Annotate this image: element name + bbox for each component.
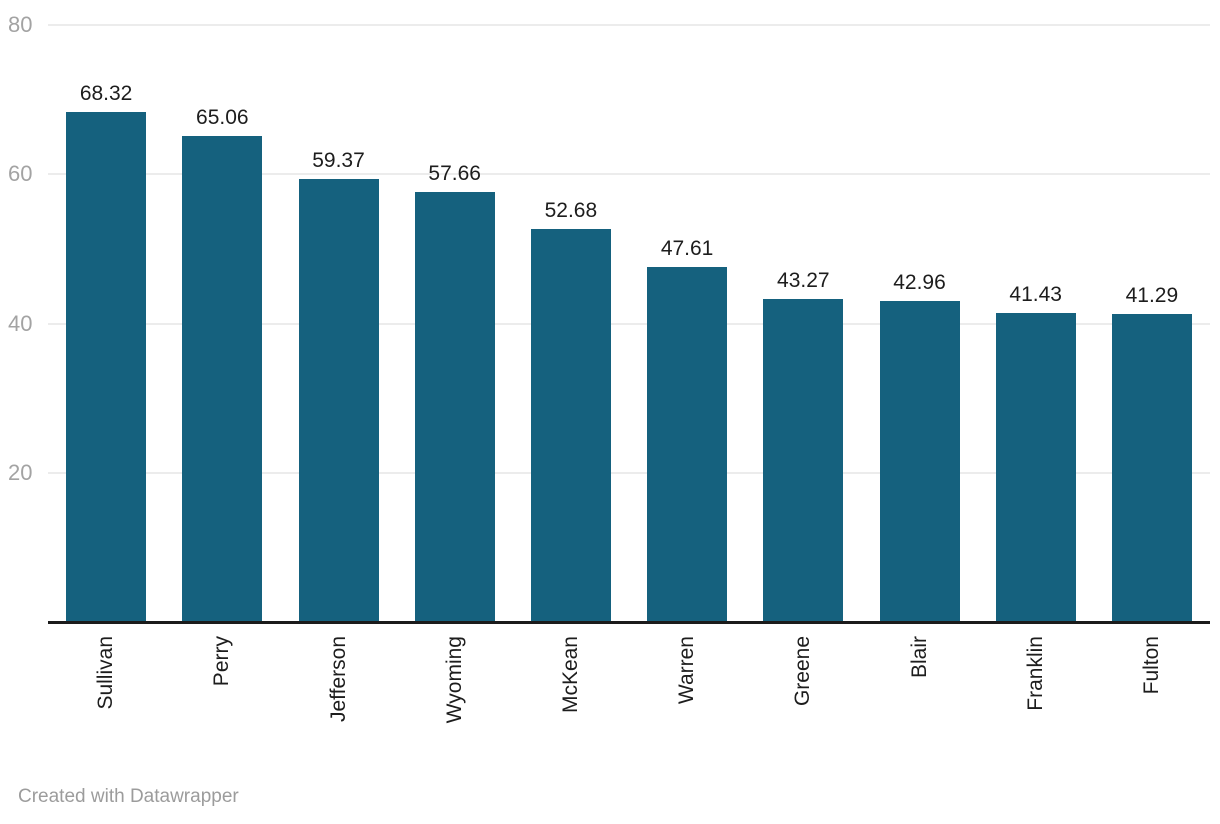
x-axis-label-franklin: Franklin <box>1023 636 1047 711</box>
bar-greene[interactable] <box>763 299 844 622</box>
bar-value-label: 47.61 <box>660 236 714 260</box>
bar-value-label: 65.06 <box>196 106 249 130</box>
y-axis-tick-label: 60 <box>8 161 33 187</box>
x-axis-label-greene: Greene <box>791 636 815 707</box>
bar-value-label: 41.43 <box>1009 282 1062 306</box>
x-axis-label-fulton: Fulton <box>1139 636 1163 695</box>
bar-value-label: 68.32 <box>79 82 133 106</box>
bar-value-label: 59.37 <box>312 148 365 172</box>
y-axis-tick-label: 40 <box>8 310 33 336</box>
bar-sullivan[interactable] <box>66 112 147 622</box>
bar-mckean[interactable] <box>530 228 611 622</box>
bar-wyoming[interactable] <box>414 191 495 622</box>
y-axis-tick-label: 20 <box>8 459 33 485</box>
bar-value-label: 57.66 <box>428 161 481 185</box>
bar-value-label: 41.29 <box>1125 283 1179 307</box>
bar-value-label: 52.68 <box>544 198 598 222</box>
plot-area: 20 40 60 80 68.32 Sullivan 65.06 Perry 59.37 Jeff… <box>8 12 1210 724</box>
x-axis-label-sullivan: Sullivan <box>94 636 118 710</box>
x-axis-label-warren: Warren <box>675 636 699 705</box>
bar-jefferson[interactable] <box>298 178 379 622</box>
attribution-text: Created with Datawrapper <box>18 786 239 807</box>
x-axis-line <box>48 621 1210 624</box>
bar-blair[interactable] <box>879 301 960 622</box>
x-axis-label-blair: Blair <box>907 636 931 679</box>
bar-franklin[interactable] <box>995 312 1076 622</box>
x-axis-label-wyoming: Wyoming <box>442 636 466 724</box>
bar-value-label: 43.27 <box>777 269 830 293</box>
gridline-60 <box>48 173 1210 176</box>
gridline-40 <box>48 322 1210 325</box>
y-axis-tick-label: 80 <box>8 12 33 37</box>
x-axis-label-perry: Perry <box>210 636 234 687</box>
x-axis-label-jefferson: Jefferson <box>326 636 350 722</box>
gridline-80 <box>48 24 1210 26</box>
bar-perry[interactable] <box>182 136 263 622</box>
gridline-20 <box>48 471 1210 474</box>
x-axis-label-mckean: McKean <box>558 636 582 714</box>
bar-fulton[interactable] <box>1111 313 1192 622</box>
bar-value-label: 42.96 <box>893 271 946 295</box>
bar-warren[interactable] <box>647 266 728 622</box>
